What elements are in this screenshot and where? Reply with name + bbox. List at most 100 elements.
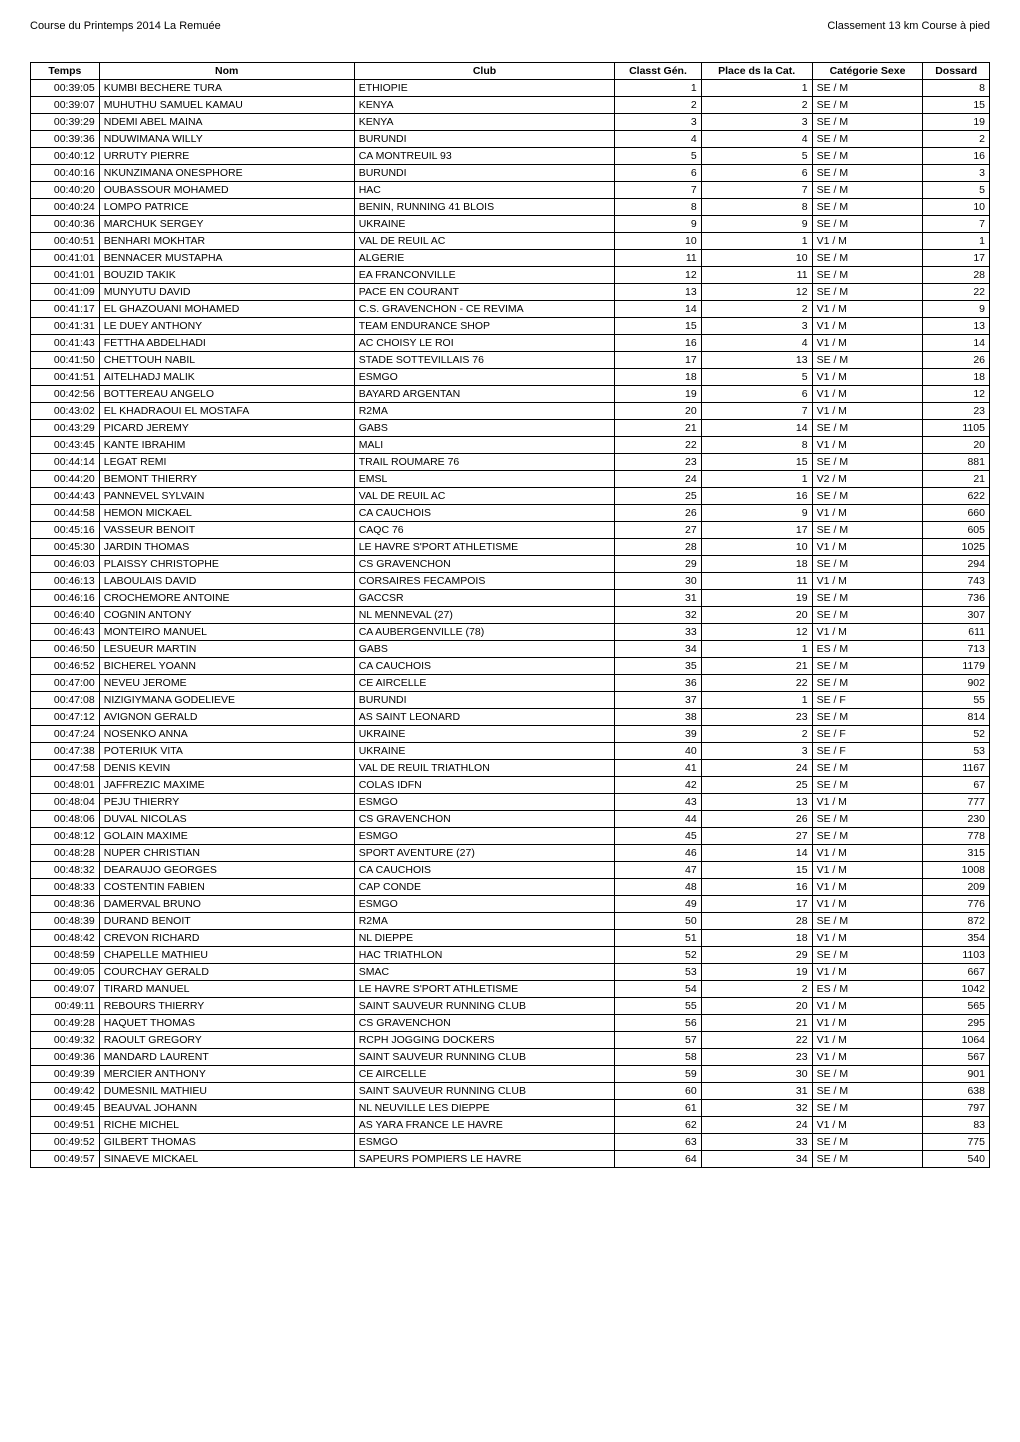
cell-nom: DURAND BENOIT [99, 913, 354, 930]
table-row: 00:41:50CHETTOUH NABILSTADE SOTTEVILLAIS… [31, 352, 990, 369]
cell-temps: 00:48:04 [31, 794, 100, 811]
cell-club: CAP CONDE [354, 879, 615, 896]
cell-nom: RICHE MICHEL [99, 1117, 354, 1134]
cell-nom: KANTE IBRAHIM [99, 437, 354, 454]
col-header-place: Place ds la Cat. [701, 63, 812, 80]
cell-club: ESMGO [354, 794, 615, 811]
cell-dossard: 13 [923, 318, 990, 335]
table-row: 00:46:03PLAISSY CHRISTOPHECS GRAVENCHON2… [31, 556, 990, 573]
cell-classt: 14 [615, 301, 701, 318]
cell-temps: 00:49:39 [31, 1066, 100, 1083]
cell-classt: 38 [615, 709, 701, 726]
cell-dossard: 1179 [923, 658, 990, 675]
cell-nom: MARCHUK SERGEY [99, 216, 354, 233]
cell-classt: 27 [615, 522, 701, 539]
table-row: 00:40:20OUBASSOUR MOHAMEDHAC77SE / M5 [31, 182, 990, 199]
table-row: 00:48:12GOLAIN MAXIMEESMGO4527SE / M778 [31, 828, 990, 845]
cell-club: PACE EN COURANT [354, 284, 615, 301]
cell-place: 7 [701, 182, 812, 199]
cell-temps: 00:49:45 [31, 1100, 100, 1117]
cell-place: 5 [701, 369, 812, 386]
cell-dossard: 638 [923, 1083, 990, 1100]
cell-dossard: 315 [923, 845, 990, 862]
cell-dossard: 19 [923, 114, 990, 131]
cell-club: ESMGO [354, 828, 615, 845]
cell-club: EA FRANCONVILLE [354, 267, 615, 284]
cell-cat: SE / M [812, 607, 923, 624]
cell-temps: 00:39:29 [31, 114, 100, 131]
cell-club: CA AUBERGENVILLE (78) [354, 624, 615, 641]
cell-classt: 54 [615, 981, 701, 998]
cell-nom: BOTTEREAU ANGELO [99, 386, 354, 403]
cell-cat: SE / M [812, 114, 923, 131]
cell-club: GABS [354, 420, 615, 437]
cell-cat: V1 / M [812, 1117, 923, 1134]
cell-temps: 00:49:52 [31, 1134, 100, 1151]
table-row: 00:48:42CREVON RICHARDNL DIEPPE5118V1 / … [31, 930, 990, 947]
cell-dossard: 5 [923, 182, 990, 199]
table-row: 00:49:32RAOULT GREGORYRCPH JOGGING DOCKE… [31, 1032, 990, 1049]
cell-cat: SE / M [812, 1083, 923, 1100]
cell-classt: 41 [615, 760, 701, 777]
cell-classt: 44 [615, 811, 701, 828]
cell-club: UKRAINE [354, 726, 615, 743]
table-row: 00:49:11REBOURS THIERRYSAINT SAUVEUR RUN… [31, 998, 990, 1015]
cell-classt: 18 [615, 369, 701, 386]
cell-dossard: 881 [923, 454, 990, 471]
table-row: 00:46:16CROCHEMORE ANTOINEGACCSR3119SE /… [31, 590, 990, 607]
table-row: 00:47:24NOSENKO ANNAUKRAINE392SE / F52 [31, 726, 990, 743]
table-row: 00:39:05KUMBI BECHERE TURAETHIOPIE11SE /… [31, 80, 990, 97]
cell-temps: 00:49:42 [31, 1083, 100, 1100]
cell-place: 3 [701, 114, 812, 131]
cell-place: 7 [701, 403, 812, 420]
cell-classt: 25 [615, 488, 701, 505]
cell-classt: 4 [615, 131, 701, 148]
cell-place: 24 [701, 1117, 812, 1134]
cell-dossard: 667 [923, 964, 990, 981]
cell-club: R2MA [354, 403, 615, 420]
cell-club: VAL DE REUIL AC [354, 488, 615, 505]
cell-temps: 00:44:20 [31, 471, 100, 488]
cell-classt: 62 [615, 1117, 701, 1134]
cell-temps: 00:46:52 [31, 658, 100, 675]
cell-temps: 00:40:20 [31, 182, 100, 199]
cell-club: HAC TRIATHLON [354, 947, 615, 964]
cell-club: CE AIRCELLE [354, 675, 615, 692]
cell-nom: BEAUVAL JOHANN [99, 1100, 354, 1117]
cell-dossard: 2 [923, 131, 990, 148]
cell-club: C.S. GRAVENCHON - CE REVIMA [354, 301, 615, 318]
cell-cat: V1 / M [812, 879, 923, 896]
cell-cat: SE / M [812, 148, 923, 165]
table-row: 00:49:36MANDARD LAURENTSAINT SAUVEUR RUN… [31, 1049, 990, 1066]
cell-temps: 00:48:01 [31, 777, 100, 794]
cell-place: 31 [701, 1083, 812, 1100]
cell-dossard: 743 [923, 573, 990, 590]
cell-temps: 00:41:51 [31, 369, 100, 386]
cell-nom: BENHARI MOKHTAR [99, 233, 354, 250]
cell-classt: 64 [615, 1151, 701, 1168]
table-row: 00:40:16NKUNZIMANA ONESPHOREBURUNDI66SE … [31, 165, 990, 182]
cell-dossard: 83 [923, 1117, 990, 1134]
cell-temps: 00:48:59 [31, 947, 100, 964]
cell-nom: BEMONT THIERRY [99, 471, 354, 488]
cell-temps: 00:39:07 [31, 97, 100, 114]
cell-nom: JAFFREZIC MAXIME [99, 777, 354, 794]
cell-dossard: 12 [923, 386, 990, 403]
cell-cat: SE / M [812, 1066, 923, 1083]
cell-temps: 00:40:24 [31, 199, 100, 216]
table-row: 00:41:17EL GHAZOUANI MOHAMEDC.S. GRAVENC… [31, 301, 990, 318]
cell-club: TRAIL ROUMARE 76 [354, 454, 615, 471]
table-row: 00:46:13LABOULAIS DAVIDCORSAIRES FECAMPO… [31, 573, 990, 590]
cell-temps: 00:48:33 [31, 879, 100, 896]
cell-place: 10 [701, 539, 812, 556]
cell-club: AS YARA FRANCE LE HAVRE [354, 1117, 615, 1134]
cell-temps: 00:41:50 [31, 352, 100, 369]
cell-temps: 00:40:12 [31, 148, 100, 165]
cell-cat: V1 / M [812, 998, 923, 1015]
cell-classt: 61 [615, 1100, 701, 1117]
cell-club: ESMGO [354, 369, 615, 386]
table-row: 00:46:43MONTEIRO MANUELCA AUBERGENVILLE … [31, 624, 990, 641]
table-head: Temps Nom Club Classt Gén. Place ds la C… [31, 63, 990, 80]
cell-dossard: 15 [923, 97, 990, 114]
cell-classt: 40 [615, 743, 701, 760]
